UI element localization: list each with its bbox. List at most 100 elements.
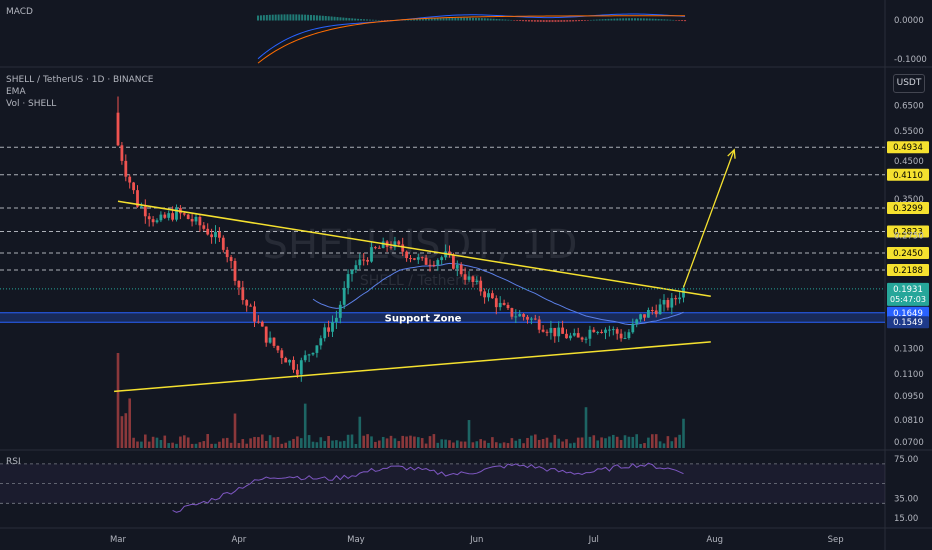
macd-histogram-bar — [410, 19, 413, 21]
macd-histogram-bar — [684, 20, 687, 22]
volume-bar — [300, 438, 303, 448]
macd-histogram-bar — [580, 20, 583, 21]
macd-histogram-bar — [545, 20, 548, 23]
volume-bar — [682, 418, 685, 448]
candle-body — [666, 300, 670, 308]
volume-indicator-label[interactable]: Vol · SHELL — [6, 99, 57, 109]
candle-body — [604, 329, 607, 333]
volume-bar — [600, 437, 603, 448]
volume-bar — [385, 438, 389, 448]
macd-histogram-bar — [336, 17, 339, 21]
volume-bar — [147, 441, 151, 448]
macd-histogram-bar — [669, 19, 672, 21]
candle-body — [307, 354, 311, 356]
volume-bar — [409, 435, 412, 448]
candle-body — [338, 304, 342, 318]
volume-bar — [518, 438, 521, 448]
volume-bar — [261, 434, 264, 448]
ema-indicator-label[interactable]: EMA — [6, 87, 26, 97]
candle-body — [608, 329, 611, 331]
candle-body — [416, 257, 420, 260]
volume-bar — [475, 441, 479, 448]
candle-body — [186, 214, 190, 219]
candle-body — [171, 213, 174, 220]
macd-histogram-bar — [277, 14, 280, 21]
ema-line — [312, 262, 684, 325]
volume-bar — [417, 437, 420, 448]
candle-body — [448, 251, 451, 255]
volume-bar — [186, 437, 190, 448]
macd-histogram-bar — [454, 17, 457, 21]
symbol-title[interactable]: SHELL / TetherUS · 1D · BINANCE — [6, 75, 154, 85]
volume-bar — [120, 416, 124, 448]
candle-body — [120, 145, 124, 161]
candle-body — [494, 298, 498, 308]
candle-body — [206, 228, 210, 235]
candle-body — [557, 327, 561, 337]
macd-histogram-bar — [657, 19, 660, 21]
volume-bar — [397, 441, 401, 448]
candle-body — [658, 304, 662, 315]
macd-histogram-bar — [601, 19, 604, 21]
volume-bar — [467, 420, 471, 448]
volume-bar — [471, 442, 475, 448]
volume-bar — [167, 443, 170, 448]
candle-body — [210, 234, 213, 238]
candle-body — [475, 280, 479, 282]
volume-bar — [264, 440, 268, 448]
macd-series — [257, 14, 687, 23]
candle-body — [253, 306, 256, 322]
candle-body — [350, 269, 354, 275]
volume-bar — [140, 441, 143, 448]
volume-bar — [323, 441, 326, 448]
macd-histogram-bar — [616, 18, 619, 21]
time-tick-5: Aug — [706, 535, 723, 545]
volume-bar — [522, 443, 525, 448]
macd-histogram-bar — [363, 19, 366, 21]
projection-arrow — [682, 149, 735, 288]
macd-histogram-bar — [259, 15, 262, 21]
volume-bar — [662, 443, 666, 448]
candle-body — [288, 359, 291, 363]
projection-arrowhead — [727, 148, 736, 159]
volume-bar — [311, 441, 315, 448]
macd-histogram-bar — [469, 17, 472, 21]
candle-body — [167, 213, 171, 218]
volume-bar — [374, 441, 377, 448]
macd-histogram-bar — [377, 19, 380, 21]
volume-bar — [456, 440, 459, 448]
candle-body — [615, 329, 619, 334]
candle-body — [510, 308, 514, 317]
volume-bar — [459, 441, 463, 448]
level-tag-3: 0.2823 — [893, 228, 923, 238]
volume-bar — [545, 437, 549, 448]
level-tag-bg-2 — [887, 202, 929, 215]
candle-body — [639, 314, 642, 320]
time-tick-6: Sep — [828, 535, 844, 545]
volume-bar — [588, 436, 592, 448]
macd-histogram-bar — [672, 19, 675, 21]
support-tag-bg-lower — [887, 316, 929, 329]
volume-bar — [292, 438, 295, 448]
level-tag-2: 0.3299 — [893, 204, 923, 214]
candle-body — [190, 218, 194, 222]
macd-histogram-bar — [418, 19, 421, 21]
candle-body — [530, 318, 533, 320]
macd-histogram-bar — [501, 19, 504, 21]
macd-histogram-bar — [345, 17, 348, 21]
macd-histogram-bar — [639, 18, 642, 21]
macd-histogram-bar — [633, 18, 636, 21]
candle-body — [276, 345, 280, 351]
macd-histogram-bar — [307, 14, 310, 21]
currency-button[interactable]: USDT — [893, 74, 925, 93]
volume-bar — [432, 434, 436, 448]
candle-body — [553, 327, 557, 337]
level-tag-bg-3 — [887, 225, 929, 238]
volume-bar — [245, 443, 248, 448]
macd-histogram-bar — [610, 18, 613, 21]
candle-body — [647, 309, 650, 318]
candle-body — [221, 237, 225, 250]
volume-bar — [241, 439, 245, 448]
candle-body — [389, 246, 393, 248]
price-tick-9: 0.0700 — [894, 438, 924, 448]
